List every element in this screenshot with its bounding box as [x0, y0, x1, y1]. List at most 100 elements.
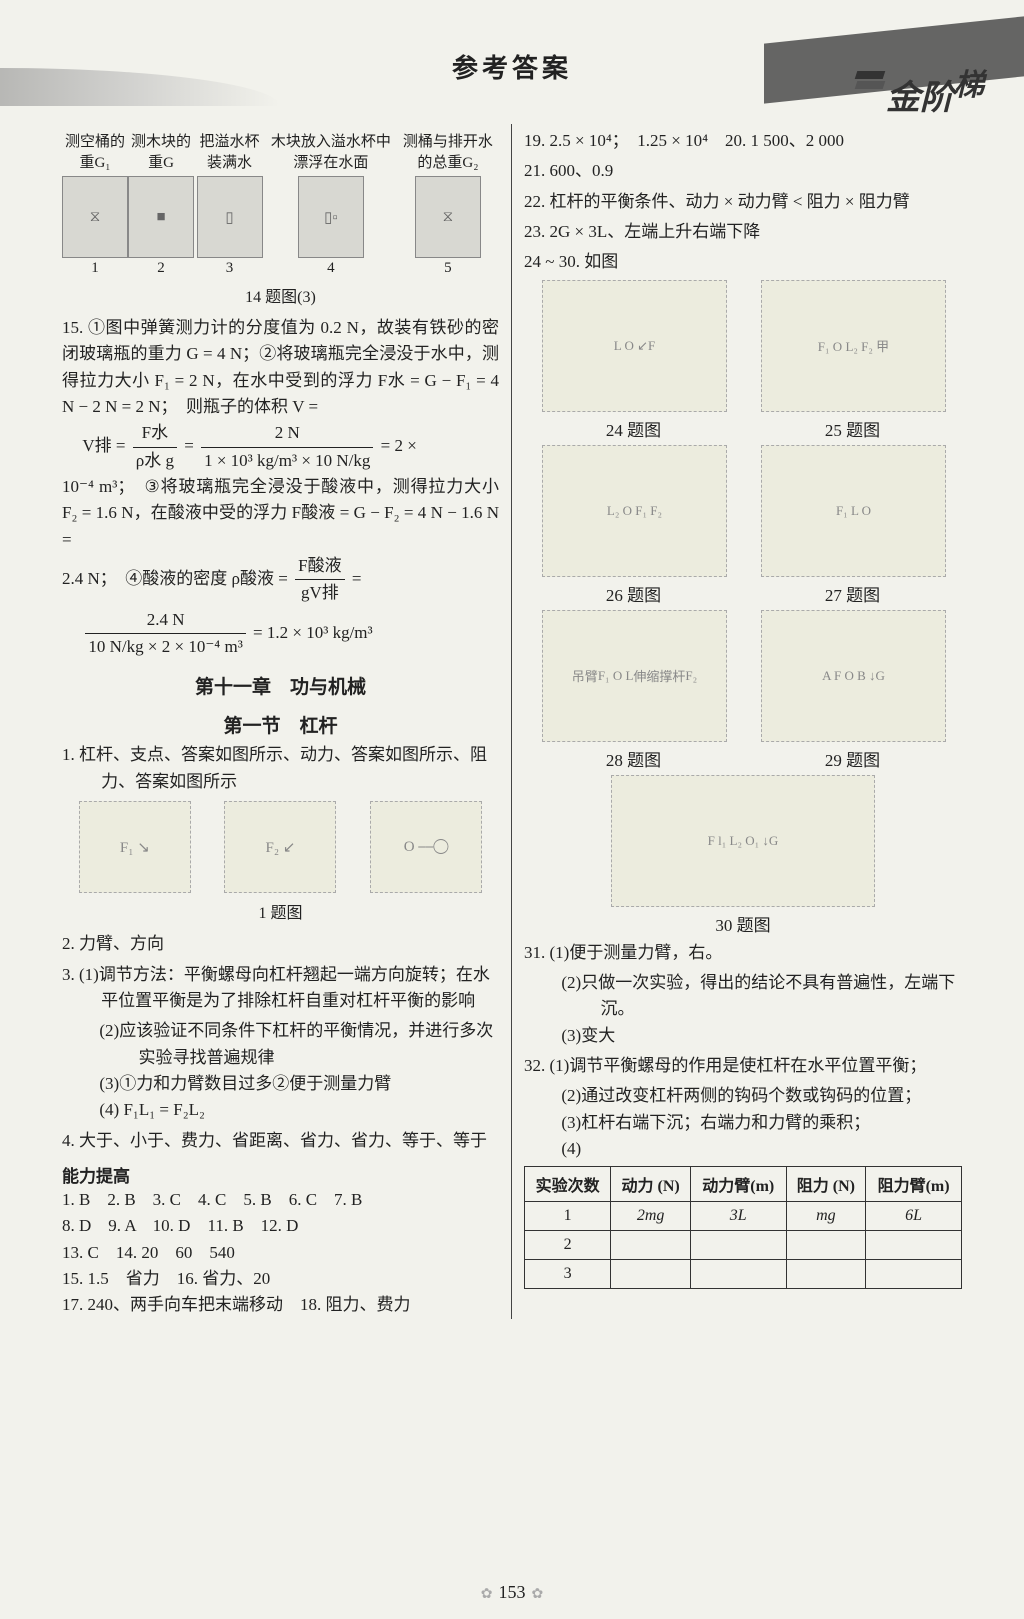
chapter-11-title: 第十一章 功与机械 — [62, 672, 499, 699]
fig-1-c: O ⎯⎯◯ — [370, 801, 482, 893]
fig-14-5: 测桶与排开水的总重G₂ ⧖ 5 — [397, 130, 499, 277]
brand-icon — [856, 71, 886, 89]
fig-14-1: 测空桶的重G₁ ⧖ 1 — [62, 130, 128, 277]
fig-14-5-num: 5 — [397, 260, 499, 277]
fig-28: 吊臂 F₁ O L 伸缩撑杆 F₂ 28 题图 — [542, 610, 726, 771]
answer-3-1: 3. (1)调节方法：平衡螺母向杠杆翘起一端方向旋转；在水平位置平衡是为了排除杠… — [62, 962, 499, 1015]
answer-4: 4. 大于、小于、费力、省距离、省力、省力、等于、等于 — [62, 1128, 499, 1154]
page: 参考答案 金阶梯 测空桶的重G₁ ⧖ 1 测木块的重G ■ 2 把溢水杯装满水 — [0, 0, 1024, 1619]
fig-14-1-label: 测空桶的重G₁ — [65, 134, 125, 171]
bucket-scale-icon: ⧖ — [415, 176, 481, 258]
fig-25: F₁ O L₂ F₂ 甲 25 题图 — [761, 280, 945, 441]
eq4-num: 2.4 N — [85, 607, 245, 634]
fig-14-3-label: 把溢水杯装满水 — [199, 134, 259, 171]
eq3-tail: = — [352, 569, 362, 588]
eq1-frac2: 2 N 1 × 10³ kg/m³ × 10 N/kg — [201, 420, 373, 474]
rod-lever-icon: F₁ O L₂ F₂ 甲 — [761, 280, 947, 412]
td-0-3: mg — [786, 1202, 866, 1231]
fig-14-4: 木块放入溢水杯中漂浮在水面 ▯▫ 4 — [265, 130, 397, 277]
overflow-cup-icon: ▯ — [197, 176, 263, 258]
answer-31-1: 31. (1)便于测量力臂，右。 — [524, 940, 962, 966]
answer-15-part-d: = 1.2 × 10³ kg/m³ — [253, 623, 373, 642]
eq1-frac1-den: ρ水 g — [133, 448, 177, 474]
figure-row-14: 测空桶的重G₁ ⧖ 1 测木块的重G ■ 2 把溢水杯装满水 ▯ 3 木块放入溢… — [62, 130, 499, 277]
fig-14-2-num: 2 — [128, 260, 194, 277]
fig-26-caption: 26 题图 — [542, 581, 726, 606]
answer-24-30: 24 ~ 30. 如图 — [524, 249, 962, 275]
float-cup-icon: ▯▫ — [298, 176, 364, 258]
eq1-frac2-den: 1 × 10³ kg/m³ × 10 N/kg — [201, 448, 373, 474]
two-column-layout: 测空桶的重G₁ ⧖ 1 测木块的重G ■ 2 把溢水杯装满水 ▯ 3 木块放入溢… — [50, 124, 974, 1319]
fig-24: L O ↙F 24 题图 — [542, 280, 726, 441]
eq3-den: gV排 — [295, 580, 344, 606]
brand-logo-text: 金阶梯 — [856, 70, 984, 119]
wall-lever-icon: F l₁ L₂ O₁ ↓G — [611, 775, 876, 907]
fig-1-b: F₂ ↙ — [224, 801, 336, 893]
td-2-1 — [611, 1260, 691, 1289]
pump-lever-icon: L O ↙F — [542, 280, 728, 412]
figure-pair-26-27: L₂ O F₁ F₂ 26 题图 F₁ L O 27 题图 — [524, 445, 962, 606]
page-number: 153 — [0, 1582, 1024, 1603]
table-row: 2 — [525, 1231, 962, 1260]
th-2: 动力臂(m) — [690, 1167, 786, 1202]
td-1-3 — [786, 1231, 866, 1260]
figure-14-caption: 14 题图(3) — [62, 283, 499, 307]
fig-14-4-num: 4 — [265, 260, 397, 277]
eq3-frac: F酸液 gV排 — [295, 553, 344, 607]
fig-30-caption: 30 题图 — [524, 911, 962, 936]
fig-14-3-num: 3 — [194, 260, 265, 277]
mc-line-2: 8. D 9. A 10. D 11. B 12. D — [62, 1213, 499, 1239]
fig-29: A F O B ↓G 29 题图 — [761, 610, 945, 771]
eq4-den: 10 N/kg × 2 × 10⁻⁴ m³ — [85, 634, 245, 660]
crane-arm-label: 吊臂 — [572, 666, 598, 685]
crane-lever-icon: 吊臂 F₁ O L 伸缩撑杆 F₂ — [542, 610, 728, 742]
figure-pair-24-25: L O ↙F 24 题图 F₁ O L₂ F₂ 甲 25 题图 — [524, 280, 962, 441]
td-2-3 — [786, 1260, 866, 1289]
mc-line-1: 1. B 2. B 3. C 4. C 5. B 6. C 7. B — [62, 1187, 499, 1213]
answer-32-3: (3)杠杆右端下沉；右端力和力臂的乘积； — [561, 1110, 962, 1136]
sweeper-lever-icon: L₂ O F₁ F₂ — [542, 445, 728, 577]
td-0-4: 6L — [866, 1202, 962, 1231]
eq3-num: F酸液 — [295, 553, 344, 580]
fig-14-1-num: 1 — [62, 260, 128, 277]
answer-19-20: 19. 2.5 × 10⁴； 1.25 × 10⁴ 20. 1 500、2 00… — [524, 128, 962, 154]
answer-22: 22. 杠杆的平衡条件、动力 × 动力臂 < 阻力 × 阻力臂 — [524, 189, 962, 215]
fig-14-2: 测木块的重G ■ 2 — [128, 130, 194, 277]
td-2-0: 3 — [525, 1260, 611, 1289]
fig-29-caption: 29 题图 — [761, 746, 945, 771]
td-0-0: 1 — [525, 1202, 611, 1231]
answer-3-3: (3)①力和力臂数目过多②便于测量力臂 — [99, 1071, 499, 1097]
th-0: 实验次数 — [525, 1167, 611, 1202]
td-0-1: 2mg — [611, 1202, 691, 1231]
table-row: 3 — [525, 1260, 962, 1289]
td-1-2 — [690, 1231, 786, 1260]
brand-char-2: 阶 — [920, 80, 954, 117]
nail-lever-icon: F₁ L O — [761, 445, 947, 577]
crane-strut-label: 伸缩撑杆 — [633, 666, 685, 685]
hammer-diagram-icon: F₁ ↘ — [79, 801, 191, 893]
figure-30: F l₁ L₂ O₁ ↓G 30 题图 — [524, 775, 962, 936]
answer-21: 21. 600、0.9 — [524, 158, 962, 184]
eq1-lhs: V排 = — [82, 436, 129, 455]
td-0-2: 3L — [690, 1202, 786, 1231]
th-4: 阻力臂(m) — [866, 1167, 962, 1202]
answer-31-3: (3)变大 — [561, 1023, 962, 1049]
fig-14-2-label: 测木块的重G — [131, 134, 191, 171]
eq1-tail: = 2 × — [381, 436, 417, 455]
answer-15: 15. ①图中弹簧测力计的分度值为 0.2 N，故装有铁砂的密闭玻璃瓶的重力 G… — [62, 315, 499, 420]
td-1-4 — [866, 1231, 962, 1260]
fig-25-caption: 25 题图 — [761, 416, 945, 441]
td-1-1 — [611, 1231, 691, 1260]
balance-diagram-icon: O ⎯⎯◯ — [370, 801, 482, 893]
answer-3-2: (2)应该验证不同条件下杠杆的平衡情况，并进行多次实验寻找普遍规律 — [99, 1018, 499, 1071]
fig-14-4-label: 木块放入溢水杯中漂浮在水面 — [271, 134, 391, 171]
fig-14-3: 把溢水杯装满水 ▯ 3 — [194, 130, 265, 277]
td-1-0: 2 — [525, 1231, 611, 1260]
th-1: 动力 (N) — [611, 1167, 691, 1202]
brand-char-3: 梯 — [954, 69, 984, 102]
right-column: 19. 2.5 × 10⁴； 1.25 × 10⁴ 20. 1 500、2 00… — [512, 124, 974, 1319]
page-header: 参考答案 金阶梯 — [50, 30, 974, 120]
bird-lever-diagram-icon: F₂ ↙ — [224, 801, 336, 893]
mc-line-3: 13. C 14. 20 60 540 — [62, 1240, 499, 1266]
answer-15-eq1: V排 = F水 ρ水 g = 2 N 1 × 10³ kg/m³ × 10 N/… — [62, 420, 499, 474]
